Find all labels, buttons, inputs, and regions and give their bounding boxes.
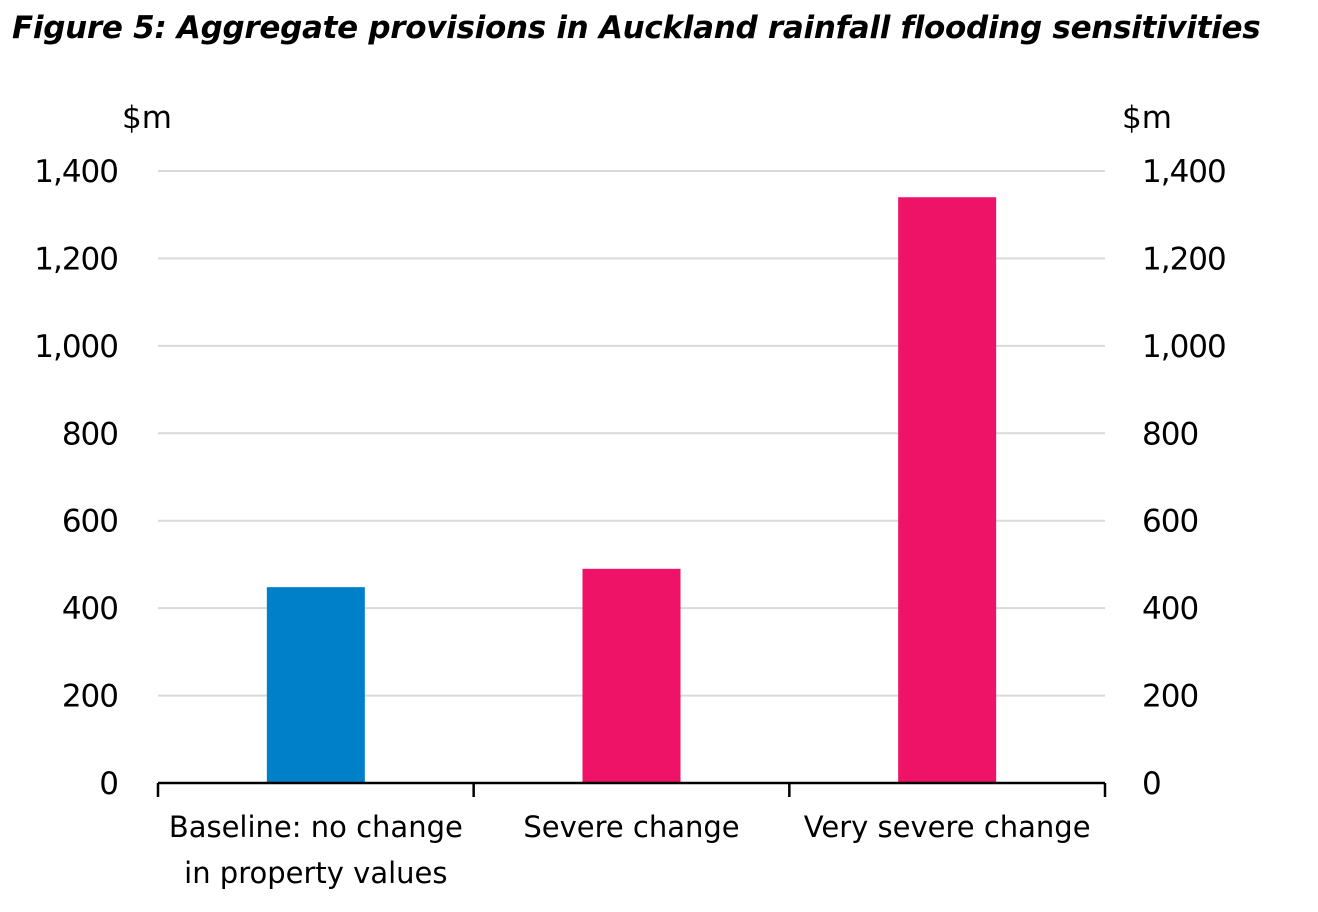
y-unit-right: $m	[1122, 100, 1172, 136]
bar	[898, 197, 997, 783]
category-label: Very severe change	[804, 810, 1091, 844]
y-unit-left: $m	[122, 100, 172, 136]
bar	[266, 587, 365, 783]
y-tick-label-right: 400	[1142, 591, 1198, 627]
y-tick-label-left: 600	[62, 504, 118, 540]
y-tick-label-right: 200	[1142, 679, 1198, 715]
bar	[582, 568, 681, 783]
x-axis	[156, 781, 1107, 797]
y-tick-label-right: 1,200	[1142, 241, 1226, 277]
category-label: Severe change	[523, 810, 739, 844]
y-tick-label-right: 1,400	[1142, 154, 1226, 190]
category-labels: Baseline: no change in property values Sev…	[169, 810, 1091, 890]
chart-title: Figure 5: Aggregate provisions in Auckla…	[12, 10, 1261, 46]
y-tick-label-right: 1,000	[1142, 329, 1226, 365]
y-tick-label-left: 1,000	[34, 329, 118, 365]
category-label: Baseline: no change in property values	[169, 810, 463, 890]
y-axis-right: 0 200 400 600 800 1,000 1,200 1,400	[1142, 154, 1227, 802]
y-tick-label-right: 600	[1142, 504, 1198, 540]
y-tick-label-left: 400	[62, 591, 118, 627]
y-tick-label-left: 200	[62, 679, 118, 715]
y-tick-label-right: 0	[1142, 766, 1161, 802]
y-tick-label-left: 1,400	[34, 154, 118, 190]
y-tick-label-left: 800	[62, 416, 118, 452]
y-axis-left: 0 200 400 600 800 1,000 1,200 1,400	[34, 154, 119, 802]
y-tick-label-left: 0	[99, 766, 118, 802]
bars	[266, 197, 997, 783]
y-tick-label-right: 800	[1142, 416, 1198, 452]
y-tick-label-left: 1,200	[34, 241, 118, 277]
